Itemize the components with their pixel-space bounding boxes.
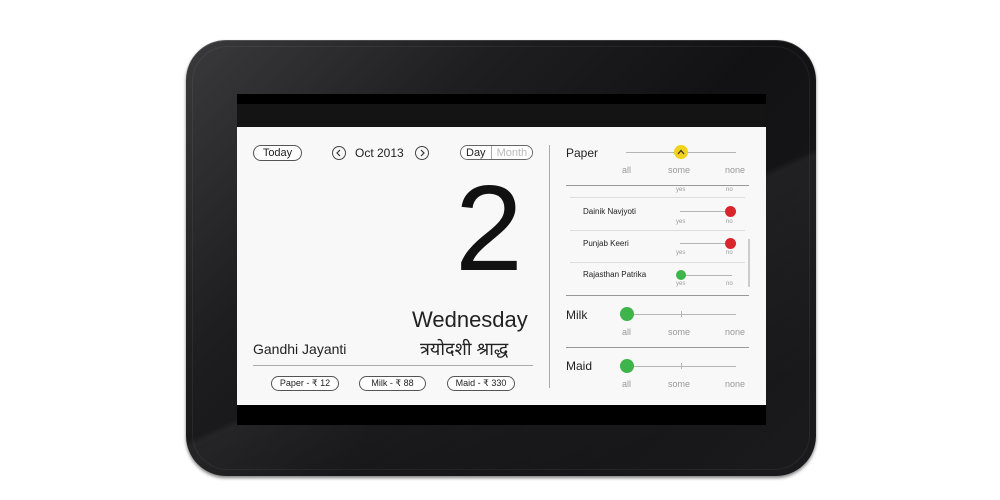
newspaper-toggle-track <box>680 211 732 212</box>
maid-label-none: none <box>725 379 746 389</box>
yes-label: yes <box>676 250 686 256</box>
list-divider <box>570 197 745 198</box>
today-button[interactable]: Today <box>253 145 302 161</box>
yes-label: yes <box>676 187 686 193</box>
day-number: 2 <box>455 160 523 296</box>
panel-divider <box>549 145 550 388</box>
chevron-right-icon <box>420 149 425 157</box>
paper-label-some: some <box>668 165 691 175</box>
milk-section-divider <box>566 347 749 348</box>
newspaper-toggle-track <box>677 275 732 276</box>
newspaper-toggle-track <box>680 243 732 244</box>
paper-title: Paper <box>566 146 599 160</box>
status-bar <box>237 94 766 104</box>
milk-slider-tick <box>681 311 682 317</box>
month-label: Oct 2013 <box>355 146 404 160</box>
list-scrollbar[interactable] <box>748 239 750 287</box>
no-label: no <box>726 219 733 225</box>
prev-month-button[interactable] <box>332 146 346 160</box>
newspaper-name: Rajasthan Patrika <box>583 270 647 279</box>
yes-label: yes <box>676 281 686 287</box>
maid-label-all: all <box>622 379 632 389</box>
milk-label-all: all <box>622 327 632 337</box>
view-toggle: Day Month <box>460 145 534 160</box>
paper-total-pill[interactable]: Paper - ₹ 12 <box>271 376 339 391</box>
maid-slider-knob[interactable] <box>620 359 634 373</box>
chevron-up-icon <box>677 149 685 155</box>
list-divider <box>570 230 745 231</box>
no-label: no <box>726 281 733 287</box>
list-divider <box>570 262 745 263</box>
navigation-bar <box>237 405 766 425</box>
newspaper-toggle-knob[interactable] <box>725 238 736 249</box>
chevron-left-icon <box>336 149 341 157</box>
paper-label-all: all <box>622 165 632 175</box>
newspaper-toggle-knob[interactable] <box>676 270 686 280</box>
milk-title: Milk <box>566 308 588 322</box>
paper-label-none: none <box>725 165 746 175</box>
action-bar <box>237 104 766 127</box>
next-month-button[interactable] <box>415 146 429 160</box>
newspaper-toggle-knob[interactable] <box>725 206 736 217</box>
newspaper-name: Dainik Navjyoti <box>583 207 636 216</box>
app-content: Today Oct 2013 Day Month 2 Wednesday Gan… <box>237 127 766 405</box>
maid-title: Maid <box>566 359 593 373</box>
paper-section-divider <box>566 295 749 296</box>
weekday-label: Wednesday <box>412 307 528 332</box>
paper-slider-knob[interactable] <box>674 145 688 159</box>
maid-total-pill[interactable]: Maid - ₹ 330 <box>447 376 515 391</box>
newspaper-name: Punjab Keeri <box>583 239 629 248</box>
milk-label-none: none <box>725 327 746 337</box>
milk-total-pill[interactable]: Milk - ₹ 88 <box>359 376 426 391</box>
paper-header-divider <box>566 185 749 186</box>
bottom-divider <box>253 365 533 366</box>
tab-month[interactable]: Month <box>490 146 533 159</box>
no-label: no <box>726 187 733 193</box>
hindi-tithi: त्रयोदशी श्राद्ध <box>420 339 509 359</box>
event-label: Gandhi Jayanti <box>253 341 347 357</box>
maid-slider-tick <box>681 363 682 369</box>
maid-label-some: some <box>668 379 691 389</box>
no-label: no <box>726 250 733 256</box>
yes-label: yes <box>676 219 686 225</box>
milk-slider-knob[interactable] <box>620 307 634 321</box>
milk-label-some: some <box>668 327 691 337</box>
tab-day[interactable]: Day <box>461 146 491 159</box>
